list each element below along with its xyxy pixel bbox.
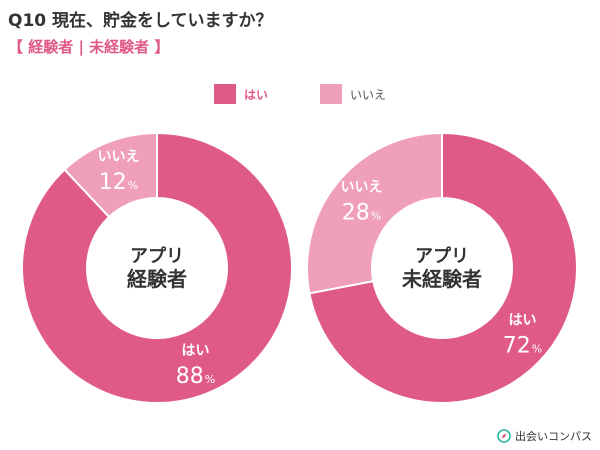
- center-label-2-2: 未経験者: [402, 267, 482, 291]
- legend-label-yes: はい: [244, 87, 269, 102]
- legend-swatch-yes: [214, 84, 236, 104]
- data-label-name: いいえ: [98, 149, 140, 165]
- center-label-1-2: 経験者: [127, 267, 187, 291]
- data-label-name: いいえ: [340, 179, 382, 195]
- donut-hole-2: [372, 198, 512, 338]
- legend-item-yes: はい: [214, 84, 268, 104]
- center-label-1-1: アプリ: [130, 245, 184, 267]
- data-label-value: 12%: [99, 170, 138, 195]
- data-label-value: 88%: [176, 364, 215, 389]
- brand-name: 出会いコンパス: [515, 430, 592, 443]
- data-label-name: はい: [509, 313, 537, 329]
- data-label-value: 28%: [342, 200, 381, 225]
- legend-swatch-no: [320, 84, 342, 104]
- legend-item-no: いいえ: [320, 84, 386, 104]
- data-label-value: 72%: [503, 334, 542, 359]
- compass-icon: [497, 429, 511, 443]
- data-label-yes-2: はい 72%: [503, 313, 542, 359]
- data-label-yes-1: はい 88%: [176, 343, 215, 389]
- brand-logo: 出会いコンパス: [497, 428, 592, 444]
- data-label-no-2: いいえ 28%: [340, 179, 382, 225]
- data-label-name: はい: [181, 343, 209, 359]
- legend-label-no: いいえ: [350, 87, 387, 102]
- chart-subtitle: 【 経験者 | 未経験者 】: [8, 38, 170, 56]
- donut-hole-1: [87, 198, 227, 338]
- chart-title: Q10 現在、貯金をしていますか？: [8, 11, 273, 31]
- legend: はい いいえ: [0, 84, 600, 108]
- center-label-2-1: アプリ: [415, 245, 469, 267]
- data-label-no-1: いいえ 12%: [98, 149, 140, 195]
